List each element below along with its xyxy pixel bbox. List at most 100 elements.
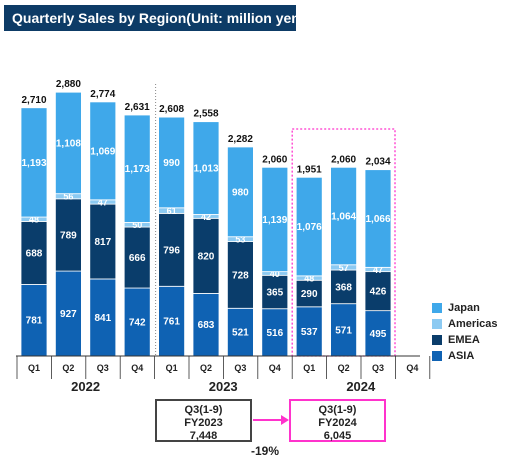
comparison-box-fy2024: Q3(1-9) FY2024 6,045 [289, 399, 386, 442]
data-label-emea-8: 290 [301, 289, 318, 300]
total-label-1: 2,880 [56, 79, 81, 90]
data-label-japan-2: 1,069 [90, 146, 115, 157]
data-label-emea-0: 688 [26, 248, 43, 259]
comparison-fy2024-period: Q3(1-9) [318, 404, 357, 416]
legend-label-emea: EMEA [448, 334, 480, 346]
data-label-japan-8: 1,076 [297, 222, 322, 233]
x-tick-label-2: Q3 [97, 363, 109, 373]
data-label-americas-4: 61 [167, 206, 177, 216]
total-label-9: 2,060 [331, 154, 356, 165]
bar-segment-emea-5 [192, 217, 220, 294]
legend-label-japan: Japan [448, 302, 480, 314]
x-tick-label-10: Q3 [372, 363, 384, 373]
comparison-fy2023-year: FY2023 [184, 417, 223, 429]
bar-segment-japan-3 [123, 114, 151, 223]
bar-segment-japan-8 [295, 176, 323, 277]
data-label-emea-3: 666 [129, 253, 146, 264]
bar-segment-emea-8 [295, 279, 323, 308]
x-tick-label-4: Q1 [166, 363, 178, 373]
total-label-10: 2,034 [365, 157, 390, 168]
x-tick-label-5: Q2 [200, 363, 212, 373]
data-label-japan-6: 980 [232, 187, 249, 198]
x-tick-label-7: Q4 [269, 363, 281, 373]
data-label-emea-10: 426 [370, 287, 387, 298]
bar-segment-japan-10 [364, 169, 392, 268]
bar-segment-japan-6 [226, 146, 254, 238]
x-tick-label-0: Q1 [28, 363, 40, 373]
bar-segment-emea-6 [226, 241, 254, 309]
data-label-asia-2: 841 [94, 313, 111, 324]
bar-segment-emea-2 [89, 203, 117, 280]
comparison-fy2023-period: Q3(1-9) [184, 404, 223, 416]
data-label-emea-1: 789 [60, 230, 77, 241]
bar-segment-japan-2 [89, 101, 117, 201]
bar-segment-asia-3 [123, 287, 151, 357]
bar-segment-japan-4 [158, 116, 186, 209]
data-label-emea-5: 820 [198, 251, 215, 262]
legend-label-asia: ASIA [448, 350, 475, 362]
data-label-japan-0: 1,193 [21, 158, 46, 169]
bar-segment-japan-0 [20, 107, 48, 218]
data-label-asia-10: 495 [370, 329, 387, 340]
data-label-asia-7: 516 [266, 328, 283, 339]
x-tick-label-3: Q4 [131, 363, 143, 373]
bar-segment-emea-1 [55, 198, 82, 272]
chart-legend: Japan Americas EMEA ASIA [432, 300, 498, 364]
total-label-4: 2,608 [159, 104, 184, 115]
bar-segment-emea-4 [158, 212, 186, 287]
legend-item-asia: ASIA [432, 348, 498, 364]
bar-segment-emea-0 [20, 221, 48, 285]
data-label-americas-3: 50 [132, 220, 142, 230]
data-label-americas-2: 47 [98, 197, 108, 207]
year-label-2022: 2022 [71, 379, 100, 394]
year-label-2023: 2023 [209, 379, 238, 394]
data-label-japan-4: 990 [163, 158, 180, 169]
total-label-7: 2,060 [262, 154, 287, 165]
data-label-asia-9: 571 [335, 325, 352, 336]
data-label-asia-1: 927 [60, 309, 77, 320]
bar-segment-emea-9 [330, 269, 358, 305]
data-label-japan-7: 1,139 [262, 215, 287, 226]
bar-segment-asia-5 [192, 293, 220, 357]
bar-segment-japan-9 [330, 166, 358, 266]
x-tick-label-1: Q2 [62, 363, 74, 373]
comparison-arrow-head [281, 415, 289, 425]
data-label-emea-2: 817 [94, 237, 111, 248]
legend-swatch-americas [432, 319, 442, 329]
legend-swatch-emea [432, 335, 442, 345]
data-label-americas-5: 42 [201, 212, 211, 222]
x-tick-label-8: Q1 [303, 363, 315, 373]
data-label-japan-5: 1,013 [193, 164, 218, 175]
bar-segment-japan-5 [192, 121, 220, 215]
comparison-change-label: -19% [251, 444, 280, 458]
bar-segment-japan-1 [55, 91, 82, 195]
x-tick-label-11: Q4 [406, 363, 418, 373]
data-label-asia-6: 521 [232, 328, 249, 339]
total-label-2: 2,774 [90, 89, 115, 100]
data-label-japan-3: 1,173 [125, 164, 150, 175]
data-label-americas-9: 57 [339, 263, 349, 273]
chart-title: Quarterly Sales by Region(Unit: million … [4, 5, 305, 31]
data-label-americas-10: 47 [373, 265, 383, 275]
data-label-asia-0: 781 [26, 316, 43, 327]
data-label-emea-6: 728 [232, 270, 249, 281]
x-tick-label-9: Q2 [338, 363, 350, 373]
data-label-asia-8: 537 [301, 327, 318, 338]
comparison-box-fy2023: Q3(1-9) FY2023 7,448 [155, 399, 252, 442]
data-label-asia-5: 683 [198, 320, 215, 331]
data-label-japan-9: 1,064 [331, 212, 356, 223]
legend-item-americas: Americas [432, 316, 498, 332]
comparison-fy2024-value: 6,045 [323, 430, 352, 442]
year-label-2024: 2024 [346, 379, 376, 394]
bar-segment-asia-8 [295, 306, 323, 357]
legend-item-emea: EMEA [432, 332, 498, 348]
bar-segment-emea-10 [364, 271, 392, 312]
data-label-asia-3: 742 [129, 318, 146, 329]
bar-segment-japan-7 [261, 166, 289, 273]
data-label-emea-4: 796 [163, 245, 180, 256]
comparison-fy2024-year: FY2024 [318, 417, 357, 429]
legend-label-americas: Americas [448, 318, 498, 330]
bar-segment-asia-2 [89, 278, 117, 357]
total-label-3: 2,631 [125, 102, 150, 113]
